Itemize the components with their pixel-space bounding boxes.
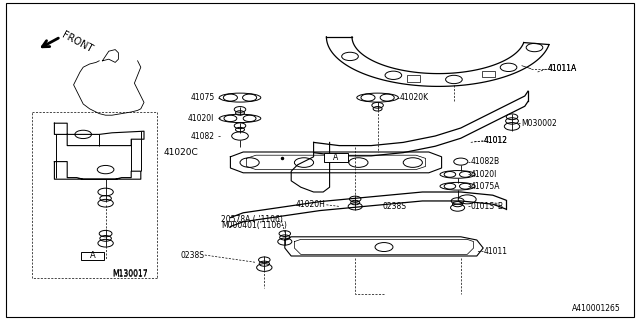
Text: 41075: 41075 <box>190 93 214 102</box>
Bar <box>81 252 104 260</box>
Text: 41011A: 41011A <box>547 64 577 73</box>
Text: 41020H: 41020H <box>295 200 325 209</box>
Text: A410001265: A410001265 <box>572 304 621 313</box>
Text: 41012: 41012 <box>483 136 507 145</box>
Text: M030002: M030002 <box>522 119 557 128</box>
Text: M000401('1106-): M000401('1106-) <box>221 221 287 230</box>
Text: 41011: 41011 <box>483 247 507 256</box>
Text: FRONT: FRONT <box>60 30 95 55</box>
Text: A: A <box>90 252 95 260</box>
Bar <box>324 153 348 162</box>
Text: 41020C: 41020C <box>163 148 198 156</box>
Text: 41082B: 41082B <box>470 157 500 166</box>
Text: 41082: 41082 <box>191 132 214 140</box>
Text: 41020I: 41020I <box>188 114 214 123</box>
Text: 41075A: 41075A <box>470 182 500 191</box>
Text: M130017: M130017 <box>112 270 148 279</box>
Text: A: A <box>333 153 339 162</box>
Text: 41020K: 41020K <box>400 93 429 102</box>
Text: 0238S: 0238S <box>382 202 406 211</box>
Bar <box>407 76 420 82</box>
Bar <box>483 71 495 77</box>
Text: 41012: 41012 <box>483 136 507 145</box>
Text: 20578A (-'1106): 20578A (-'1106) <box>221 215 283 224</box>
Text: M130017: M130017 <box>112 269 148 278</box>
Text: 41011A: 41011A <box>547 64 577 73</box>
Text: 0238S: 0238S <box>181 251 205 260</box>
Text: 41020I: 41020I <box>470 170 497 179</box>
Text: 0101S*B: 0101S*B <box>470 202 504 211</box>
